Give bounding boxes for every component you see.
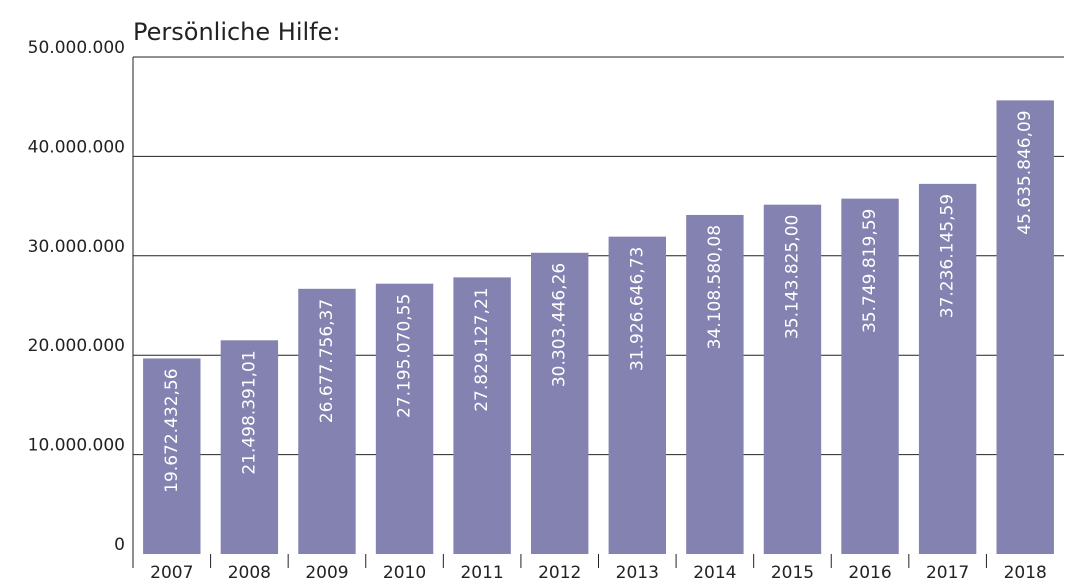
bar: [996, 100, 1054, 554]
x-tick-label: 2017: [926, 563, 969, 580]
bar: [841, 198, 899, 554]
x-tick-label: 2015: [771, 563, 814, 580]
x-tick-label: 2013: [616, 563, 659, 580]
x-tick-label: 2010: [383, 563, 426, 580]
value-label: 45.635.846,09: [1015, 110, 1035, 234]
x-tick-label: 2018: [1004, 563, 1047, 580]
value-label: 27.195.070,55: [395, 294, 415, 418]
y-tick-label: 20.000.000: [28, 336, 125, 356]
bar: [608, 236, 666, 555]
value-label: 37.236.145,59: [938, 194, 958, 318]
x-tick-label: 2008: [228, 563, 271, 580]
bar: [531, 252, 589, 554]
bar: [375, 283, 434, 554]
bar: [686, 214, 744, 555]
x-tick-label: 2009: [305, 563, 348, 580]
value-label: 35.143.825,00: [782, 215, 802, 339]
value-label: 19.672.432,56: [162, 368, 182, 492]
bar: [763, 204, 822, 554]
value-label: 34.108.580,08: [705, 225, 725, 349]
chart-title: Persönliche Hilfe:: [133, 18, 340, 46]
bar: [918, 183, 977, 554]
y-tick-label: 0: [114, 535, 125, 555]
value-label: 35.749.819,59: [860, 209, 880, 333]
y-tick-label: 40.000.000: [28, 137, 125, 157]
bar: [143, 358, 201, 554]
value-label: 30.303.446,26: [550, 263, 570, 387]
x-tick-label: 2016: [848, 563, 891, 580]
value-label: 21.498.391,01: [239, 350, 259, 474]
value-label: 31.926.646,73: [627, 247, 647, 371]
bar: [453, 277, 511, 554]
value-label: 27.829.127,21: [472, 287, 492, 411]
value-label: 26.677.756,37: [317, 299, 337, 423]
y-tick-label: 50.000.000: [28, 38, 125, 58]
x-tick-label: 2012: [538, 563, 581, 580]
x-tick-label: 2007: [150, 563, 193, 580]
x-tick-label: 2011: [460, 563, 503, 580]
x-tick-label: 2014: [693, 563, 736, 580]
y-tick-label: 10.000.000: [28, 436, 125, 456]
bar: [220, 340, 279, 554]
bar: [298, 288, 356, 554]
y-tick-label: 30.000.000: [28, 237, 125, 257]
